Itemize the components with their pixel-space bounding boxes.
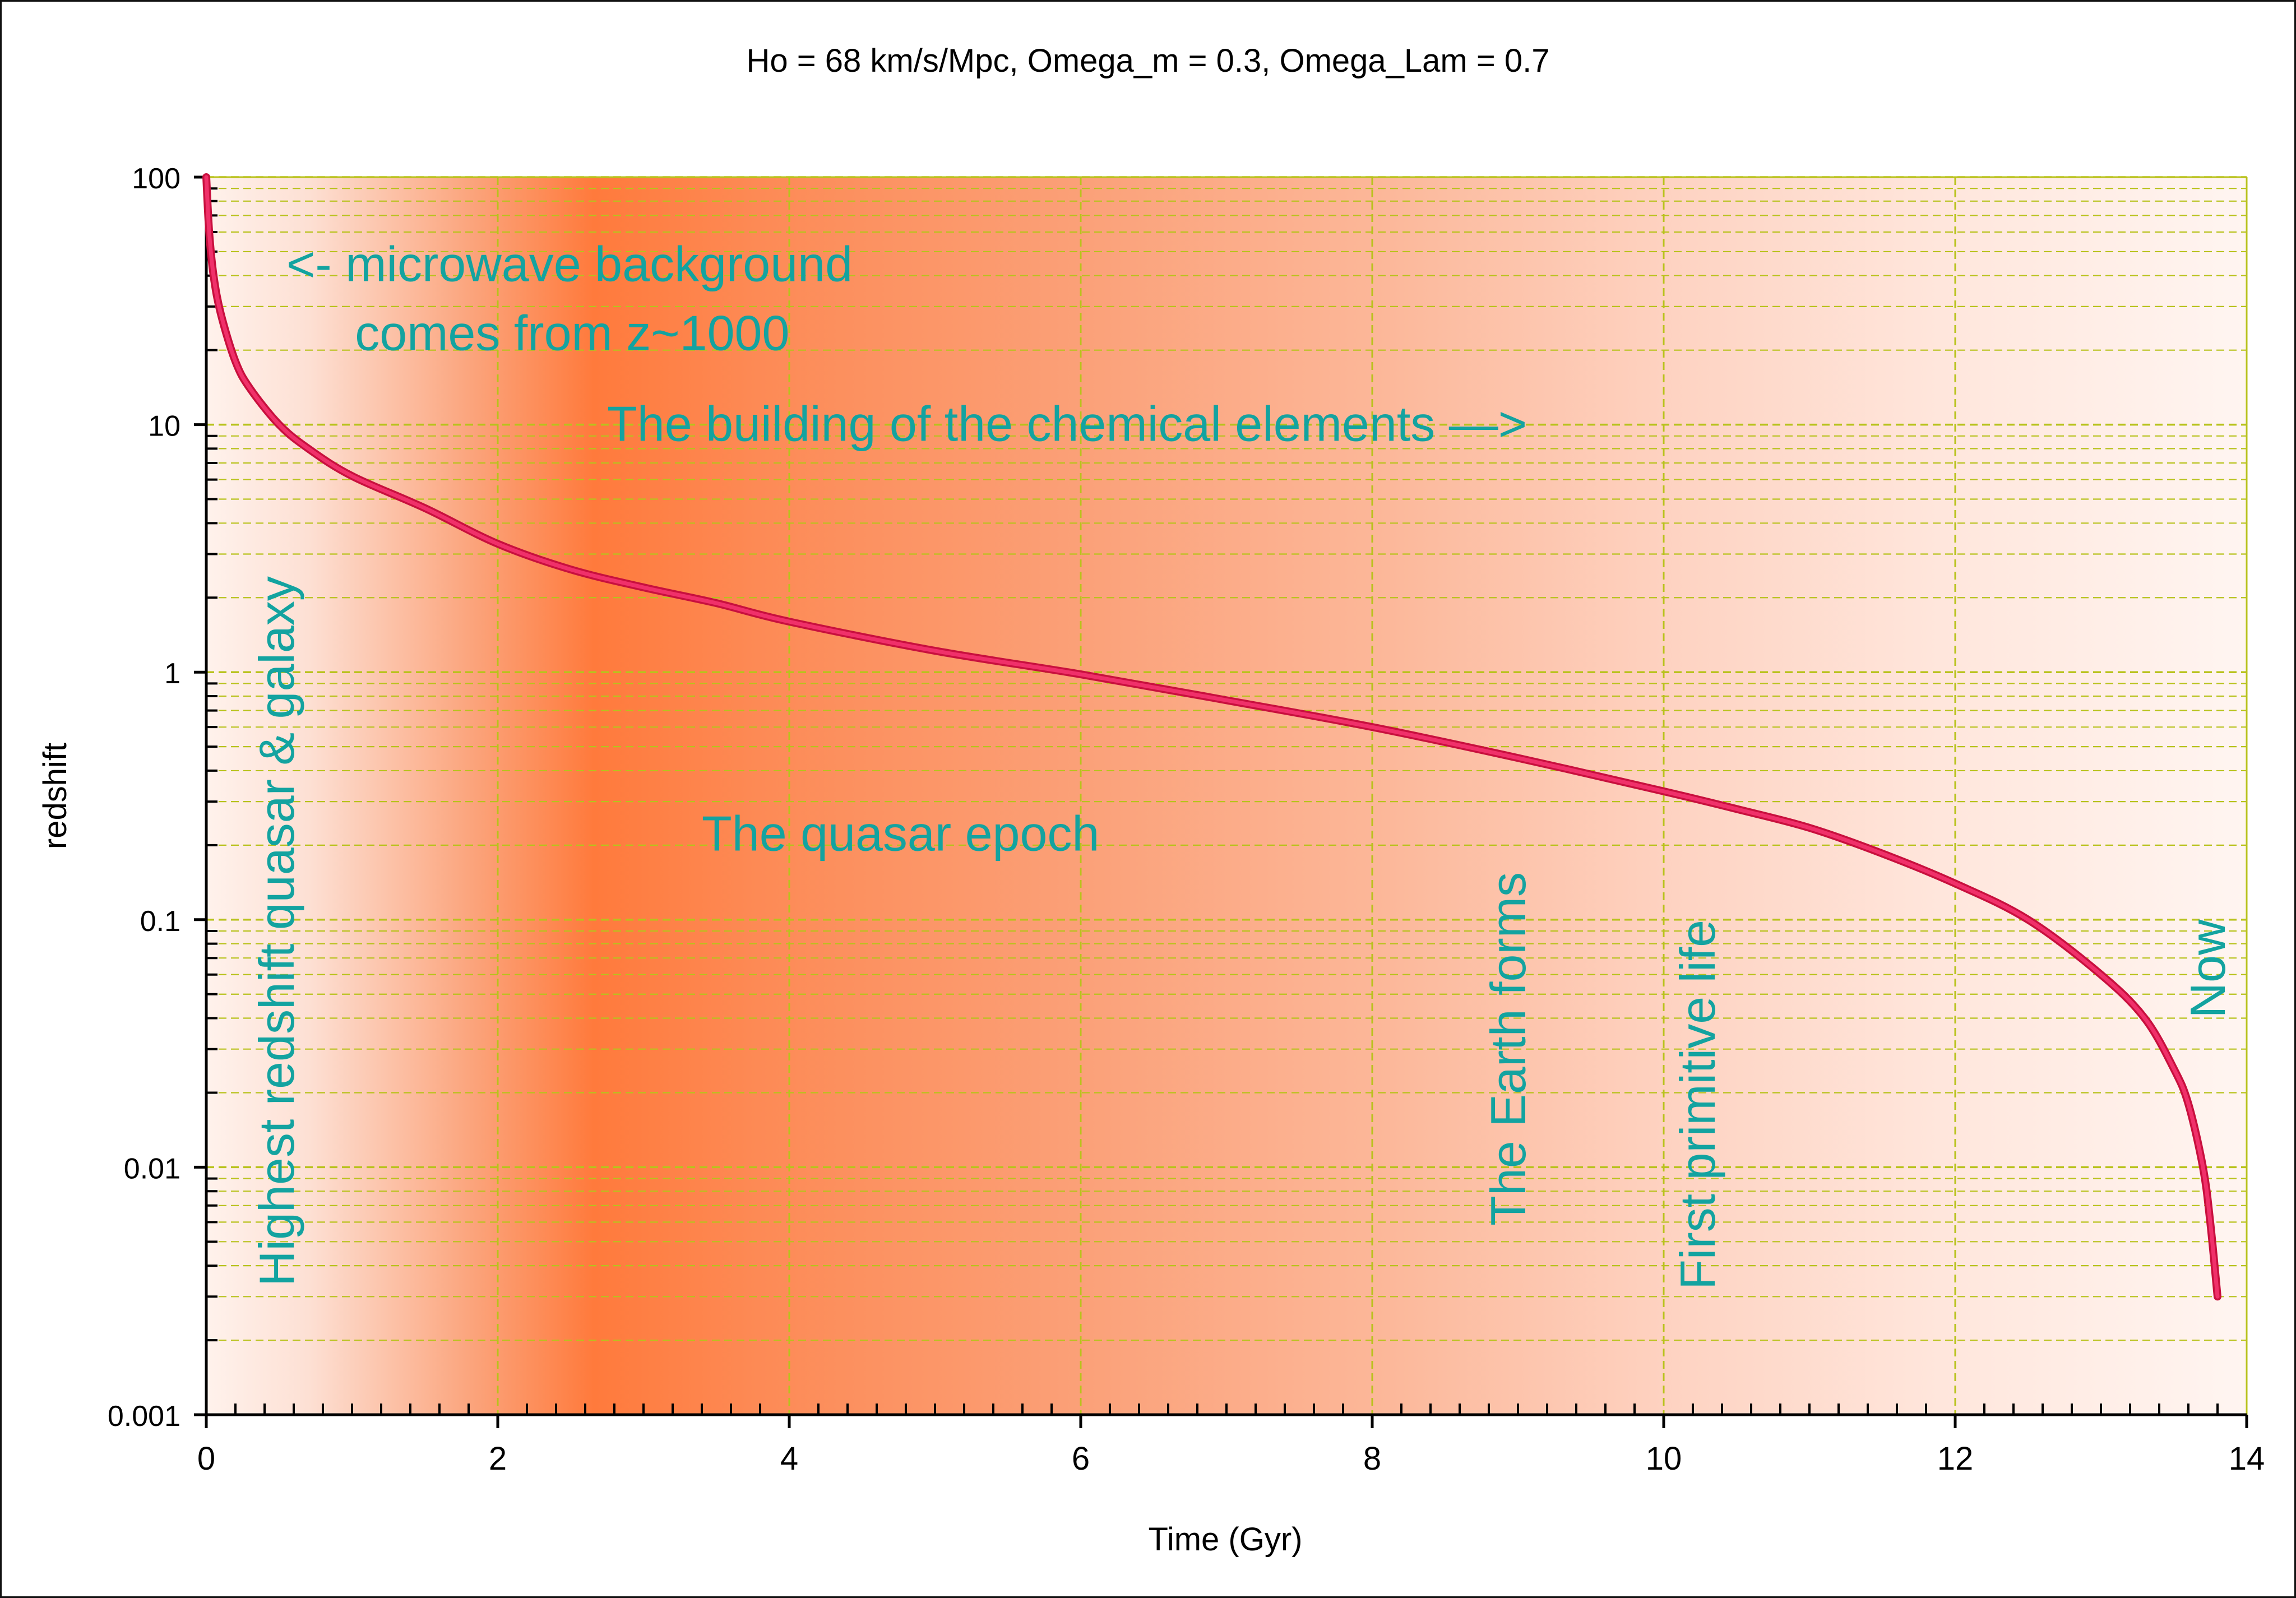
annotations: <- microwave background comes from z~1000… [249,237,2235,1290]
x-tick-label: 6 [1072,1440,1090,1477]
y-tick-label: 0.01 [124,1152,180,1185]
y-tick-label: 0.001 [108,1400,180,1433]
tick-labels: 0 2 4 6 8 10 12 14 0.001 0.01 0.1 1 10 100 [108,163,2265,1477]
annotation-label: comes from z~1000 [355,305,789,361]
x-tick-label: 8 [1363,1440,1381,1477]
x-tick-label: 10 [1646,1440,1682,1477]
x-tick-label: 14 [2229,1440,2265,1477]
annotation-label: The quasar epoch [702,806,1099,861]
annotation-label: The building of the chemical elements —> [607,396,1527,452]
y-tick-label: 1 [164,657,180,690]
x-axis-label: Time (Gyr) [1149,1521,1303,1558]
chart-title: Ho = 68 km/s/Mpc, Omega_m = 0.3, Omega_L… [747,43,1550,79]
annotation-label: Now [2180,919,2235,1018]
redshift-curve [204,175,2220,1299]
x-tick-label: 4 [780,1440,798,1477]
annotation-label: First primitive life [1670,920,1725,1290]
y-axis-label: redshift [37,743,73,849]
annotation-label: The Earth forms [1480,872,1536,1226]
y-tick-label: 10 [148,410,180,443]
y-tick-label: 0.1 [140,905,180,938]
annotation-label: <- microwave background [286,237,853,292]
grid-lines [206,176,2248,1415]
x-tick-label: 12 [1937,1440,1974,1477]
x-tick-label: 2 [489,1440,507,1477]
plot-background [206,177,2247,1415]
annotation-label: Highest redshift quasar & galaxy [249,576,304,1286]
tick-marks [194,175,2248,1428]
y-tick-label: 100 [132,163,180,195]
x-tick-label: 0 [197,1440,215,1477]
